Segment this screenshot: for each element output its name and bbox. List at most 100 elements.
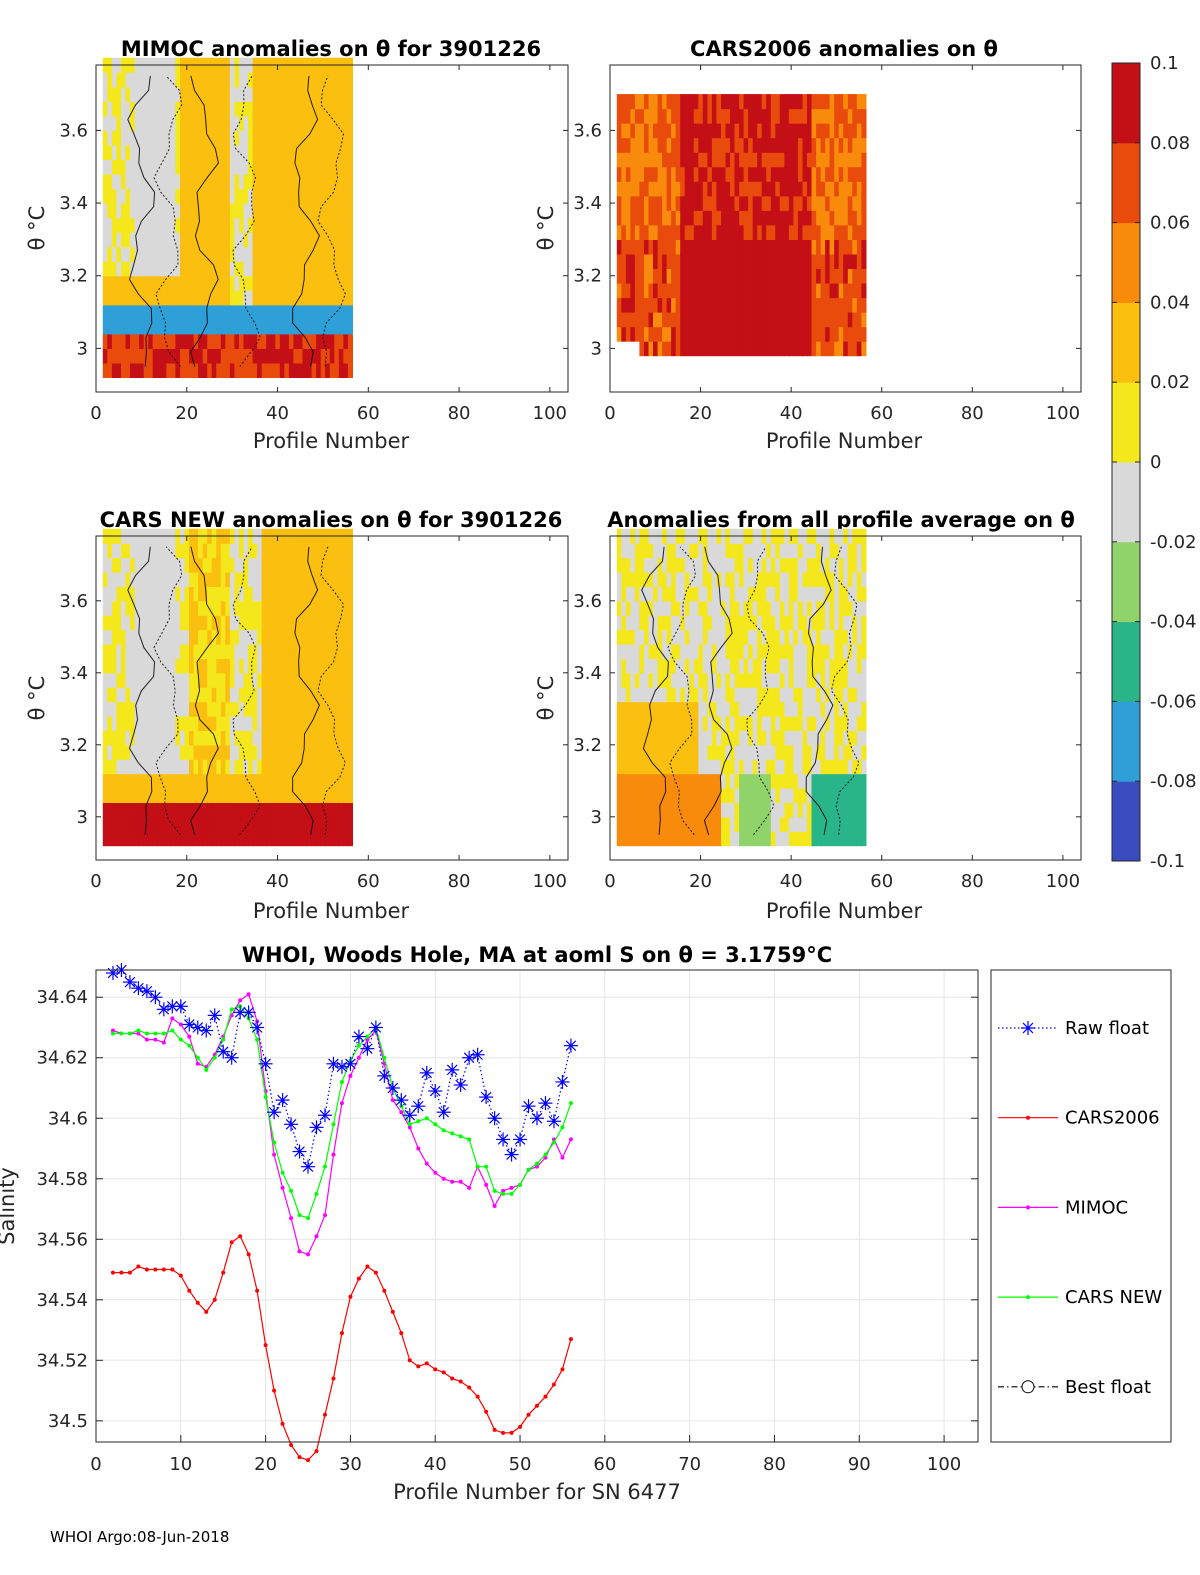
heatmap-cell xyxy=(829,195,835,211)
heatmap-cell xyxy=(139,246,145,262)
heatmap-cell xyxy=(707,716,713,731)
heatmap-cell xyxy=(820,730,826,746)
heatmap-cell xyxy=(288,687,294,703)
heatmap-cell xyxy=(630,195,636,211)
heatmap-cell xyxy=(716,268,722,284)
heatmap-cell xyxy=(834,788,840,803)
x-tick-label: 60 xyxy=(357,403,380,424)
heatmap-cell xyxy=(648,239,654,255)
heatmap-cell xyxy=(116,159,122,175)
point-mimoc xyxy=(416,1146,421,1151)
heatmap-cell xyxy=(161,744,167,760)
heatmap-cell xyxy=(734,137,740,153)
heatmap-cell xyxy=(797,759,803,775)
heatmap-cell xyxy=(261,615,267,631)
heatmap-cell xyxy=(121,644,127,659)
heatmap-cell xyxy=(816,716,822,731)
heatmap-cell xyxy=(257,586,263,602)
heatmap-cell xyxy=(811,802,817,818)
heatmap-cell xyxy=(293,72,299,88)
heatmap-cell xyxy=(784,181,790,197)
heatmap-cell xyxy=(711,268,717,284)
heatmap-cell xyxy=(338,572,344,587)
heatmap-cell xyxy=(134,687,140,703)
heatmap-cell xyxy=(307,557,313,573)
heatmap-cell xyxy=(748,239,754,255)
heatmap-cell xyxy=(802,586,808,602)
heatmap-cell xyxy=(743,94,749,110)
heatmap-cell xyxy=(229,246,235,262)
heatmap-cell xyxy=(625,181,631,197)
heatmap-cell xyxy=(266,600,272,616)
heatmap-cell xyxy=(766,543,772,559)
heatmap-cell xyxy=(130,644,136,659)
heatmap-cell xyxy=(216,290,222,306)
heatmap-cell xyxy=(653,312,659,328)
heatmap-cell xyxy=(234,600,240,616)
heatmap-cell xyxy=(166,115,172,131)
heatmap-cell xyxy=(184,543,190,559)
heatmap-cell xyxy=(711,94,717,110)
heatmap-cell xyxy=(784,312,790,328)
heatmap-cell xyxy=(207,188,213,204)
heatmap-cell xyxy=(684,572,690,587)
heatmap-cell xyxy=(702,283,708,299)
heatmap-cell xyxy=(630,629,636,645)
heatmap-cell xyxy=(334,586,340,602)
heatmap-cell xyxy=(653,730,659,746)
heatmap-cell xyxy=(279,615,285,631)
contour-line xyxy=(127,546,156,835)
heatmap-cell xyxy=(152,188,158,204)
heatmap-cell xyxy=(702,759,708,775)
heatmap-cell xyxy=(770,716,776,731)
heatmap-cell xyxy=(721,687,727,703)
heatmap-cell xyxy=(616,166,622,182)
heatmap-cell xyxy=(784,802,790,818)
heatmap-cell xyxy=(639,802,645,818)
heatmap-cell xyxy=(121,130,127,146)
heatmap-cell xyxy=(279,130,285,146)
heatmap-cell xyxy=(148,701,154,717)
heatmap-cell xyxy=(338,730,344,746)
heatmap-cell xyxy=(680,788,686,803)
heatmap-cell xyxy=(761,716,767,731)
heatmap-cell xyxy=(820,181,826,197)
heatmap-cell xyxy=(788,629,794,645)
heatmap-cell xyxy=(797,816,803,832)
heatmap-cell xyxy=(630,672,636,688)
heatmap-cell xyxy=(157,232,163,248)
heatmap-cell xyxy=(288,275,294,291)
heatmap-cell xyxy=(752,137,758,153)
heatmap-cell xyxy=(266,716,272,731)
heatmap-cell xyxy=(202,174,208,190)
heatmap-cell xyxy=(861,297,867,313)
line-chart-title: WHOI, Woods Hole, MA at aoml S on θ = 3.… xyxy=(242,943,832,967)
point-cars-new xyxy=(204,1067,209,1072)
heatmap-cell xyxy=(243,362,249,378)
heatmap-cell xyxy=(334,333,340,349)
heatmap-cell xyxy=(852,195,858,211)
heatmap-cell xyxy=(770,802,776,818)
heatmap-cell xyxy=(743,557,749,573)
heatmap-cell xyxy=(702,312,708,328)
point-raw-float xyxy=(513,1132,528,1147)
heatmap-cell xyxy=(184,232,190,248)
heatmap-cell xyxy=(243,816,249,832)
heatmap-cell xyxy=(193,290,199,306)
heatmap-cell xyxy=(797,181,803,197)
panel-title: Anomalies from all profile average on θ xyxy=(607,508,1075,532)
heatmap-cell xyxy=(680,210,686,226)
heatmap-cell xyxy=(847,152,853,168)
heatmap-cell xyxy=(793,166,799,182)
heatmap-cell xyxy=(252,759,258,775)
heatmap-cell xyxy=(752,210,758,226)
heatmap-cell xyxy=(116,744,122,760)
heatmap-cell xyxy=(816,658,822,674)
heatmap-cell xyxy=(684,816,690,832)
heatmap-cell xyxy=(307,716,313,731)
heatmap-cell xyxy=(739,224,745,240)
heatmap-cell xyxy=(111,333,117,349)
heatmap-cell xyxy=(288,232,294,248)
point-mimoc xyxy=(441,1176,446,1181)
legend-item-best-float: Best float xyxy=(998,1377,1151,1398)
